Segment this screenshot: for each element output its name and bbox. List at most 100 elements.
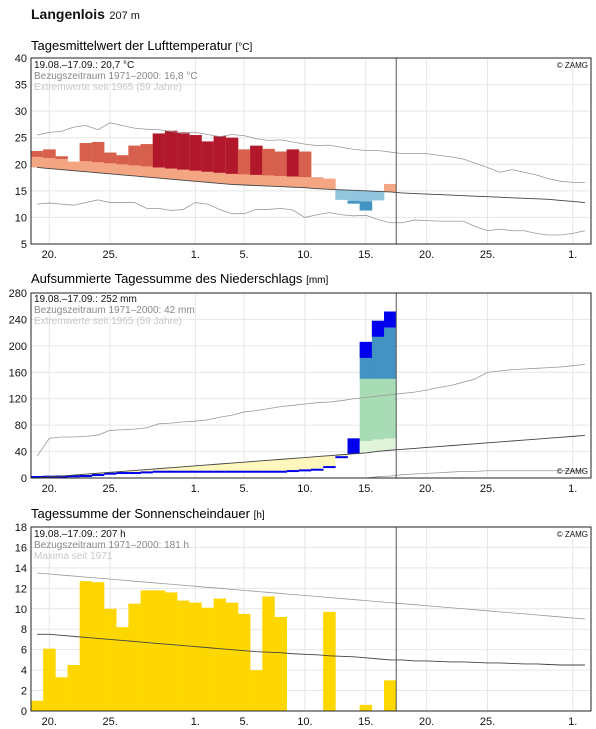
precipitation-bar-edge [189,470,202,473]
sunshine-bar [31,700,44,711]
sunshine-info: 19.08.–17.09.: 207 h Bezugszeitraum 1971… [34,529,588,562]
max-envelope-line [37,572,585,620]
y-tick-label: 20 [15,159,27,171]
sunshine-title: Tagessumme der Sonnenscheindauer [31,506,251,521]
precipitation-bar-edge [323,466,336,469]
x-tick-label: 1. [568,483,577,495]
sunshine-bar [274,616,287,711]
sunshine-info-maxima: Maxima seit 1971 [34,551,113,562]
temperature-anomaly-bar [104,152,117,164]
x-tick-label: 20. [42,249,57,261]
precipitation-bar-edge [91,474,105,477]
sunshine-bar [164,592,178,711]
temperature-anomaly-bar [189,135,202,171]
x-tick-label: 20. [42,483,57,495]
x-tick-label: 1. [191,716,200,728]
temperature-anomaly-bar [359,201,373,211]
precipitation-bar-edge [359,341,373,358]
temperature-bar [371,191,385,201]
precipitation-bar-edge [79,475,93,478]
sunshine-bar [43,648,56,711]
precipitation-bar-edge [371,320,385,337]
precipitation-bar-light [371,439,385,452]
y-tick-label: 280 [9,288,27,300]
temperature-anomaly-bar [164,130,178,169]
y-tick-label: 80 [15,420,27,432]
precipitation-bar-edge [140,471,154,474]
precipitation-bar-edge [164,470,178,473]
x-tick-label: 5. [239,716,248,728]
temperature-anomaly-bar [347,200,360,204]
x-tick-label: 15. [358,716,373,728]
x-tick-label: 25. [102,716,117,728]
y-tick-label: 4 [21,665,27,677]
x-tick-label: 10. [297,483,312,495]
precipitation-copyright: © ZAMG [557,467,588,476]
precipitation-bar-edge [55,475,68,478]
y-tick-label: 2 [21,686,27,698]
y-tick-label: 16 [15,542,27,554]
y-tick-label: 10 [15,212,27,224]
sunshine-bar [201,607,214,711]
sunshine-bar [177,600,190,711]
x-tick-label: 15. [358,249,373,261]
temperature-title: Tagesmittelwert der Lufttemperatur [31,38,233,53]
sunshine-bar [55,677,68,711]
normal-line [37,435,585,479]
x-tick-label: 1. [568,716,577,728]
x-tick-label: 1. [191,249,200,261]
temperature-anomaly-bar [55,156,68,159]
temperature-anomaly-bar [298,151,312,178]
precipitation-deficit-bar [311,456,324,471]
x-tick-label: 20. [419,716,434,728]
svg-text:Tagesmittelwert der Lufttemper: Tagesmittelwert der Lufttemperatur [°C] [31,38,252,53]
temperature-bar [323,178,336,190]
temperature-copyright: © ZAMG [557,61,588,70]
temperature-bar [384,183,397,192]
temperature-anomaly-bar [91,141,105,163]
sunshine-bar [152,590,166,711]
temperature-anomaly-bar [262,148,275,176]
precipitation-bar-edge [128,472,141,475]
precipitation-deficit-bar [262,460,275,473]
x-tick-label: 15. [358,483,373,495]
precipitation-bar-edge [116,472,129,475]
max-envelope-line [36,363,585,457]
precipitation-deficit-bar [286,458,300,473]
precipitation-deficit-bar [201,464,214,473]
precipitation-bar-edge [347,438,360,454]
x-tick-label: 1. [191,483,200,495]
precipitation-deficit-bar [323,455,336,469]
precipitation-bar [384,378,397,451]
y-tick-label: 120 [9,394,27,406]
precipitation-bar-edge [104,472,117,475]
precipitation-plot: 0 40 80 120 160 200 240 280 20. 25. 1. 5. 10. 15. 20. 2… [9,288,592,495]
sunshine-bar [189,602,202,711]
y-tick-label: 15 [15,186,27,198]
precipitation-bar-edge [225,470,239,473]
precipitation-deficit-bar [213,463,227,473]
svg-text:Tagessumme der Sonnenscheindau: Tagessumme der Sonnenscheindauer [h] [31,506,265,521]
precipitation-deficit-bar [250,461,263,473]
precipitation-bar-light [384,438,397,451]
precipitation-deficit-bar [177,466,190,473]
precipitation-bar-edge [177,470,190,473]
precipitation-info-current: 19.08.–17.09.: 252 mm [34,294,137,305]
x-tick-label: 25. [102,483,117,495]
sunshine-copyright: © ZAMG [557,530,588,539]
sunshine-bar [91,582,105,711]
svg-text:Aufsummierte Tagessumme des Ni: Aufsummierte Tagessumme des Niederschlag… [31,271,329,286]
x-tick-label: 25. [480,483,495,495]
precipitation-bar-edge [237,470,251,473]
precipitation-deficit-bar [274,459,287,473]
y-tick-label: 0 [21,473,27,485]
y-tick-label: 35 [15,80,27,92]
plot-frame [30,292,592,479]
temperature-bar [335,189,348,200]
precipitation-bar-edge [335,456,348,459]
temperature-info: 19.08.–17.09.: 20,7 °C Bezugszeitraum 19… [34,60,588,93]
temperature-anomaly-bar [43,149,56,158]
sunshine-bar [116,627,129,711]
temperature-unit: [°C] [236,42,253,53]
